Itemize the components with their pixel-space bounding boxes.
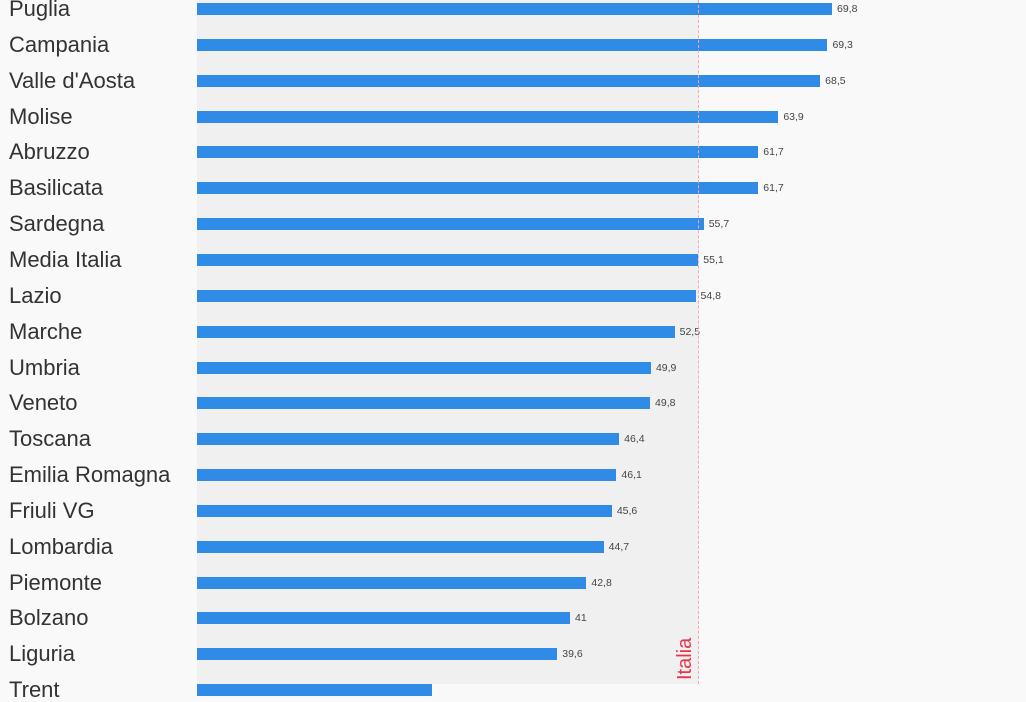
- category-label: Veneto: [9, 390, 78, 416]
- category-label: Basilicata: [9, 175, 104, 201]
- category-label: Molise: [9, 103, 73, 129]
- bar-10: [197, 361, 651, 374]
- bar-7: [197, 253, 699, 266]
- value-label: 61,7: [763, 146, 784, 159]
- value-label: 52,5: [679, 325, 701, 338]
- category-label: Abruzzo: [9, 139, 90, 165]
- italia-reference-label: Italia: [674, 637, 697, 680]
- category-label: Bolzano: [9, 605, 89, 631]
- category-label: Campania: [9, 31, 110, 57]
- bar-3: [197, 110, 779, 123]
- bar-15: [197, 540, 604, 553]
- bar-12: [197, 433, 620, 446]
- bar-0: [197, 3, 832, 15]
- bar-4: [197, 146, 759, 159]
- category-label: Media Italia: [9, 246, 122, 272]
- value-label: 68,5: [825, 74, 846, 87]
- category-label: Marche: [9, 318, 83, 344]
- bar-5: [197, 182, 759, 195]
- category-label: Puglia: [9, 0, 71, 21]
- bar-16: [197, 576, 587, 589]
- value-label: 69,3: [832, 38, 853, 51]
- category-label: Valle d'Aosta: [9, 67, 136, 93]
- category-label: Umbria: [9, 354, 80, 380]
- category-label: Liguria: [9, 641, 76, 667]
- category-label: Lazio: [9, 282, 62, 308]
- bar-9: [197, 325, 675, 338]
- value-label: 61,7: [763, 182, 784, 195]
- value-label: 41: [574, 612, 587, 625]
- value-label: 39,6: [562, 648, 583, 661]
- value-label: 69,8: [837, 3, 858, 15]
- value-label: 54,8: [700, 289, 721, 302]
- category-label: Toscana: [9, 426, 91, 452]
- bar-13: [197, 469, 617, 482]
- category-label: Trent: [9, 677, 60, 702]
- bar-8: [197, 289, 696, 302]
- value-label: 55,1: [703, 253, 724, 266]
- bar-2: [197, 74, 821, 87]
- bar-11: [197, 397, 651, 410]
- value-label: 63,9: [783, 110, 804, 123]
- category-label: Emilia Romagna: [9, 462, 171, 488]
- value-label: 49,8: [655, 397, 676, 410]
- italia-reference-line: [698, 0, 700, 684]
- value-label: 42,8: [591, 576, 612, 589]
- bar-14: [197, 504, 612, 517]
- bar-17: [197, 612, 570, 625]
- bar-6: [197, 218, 704, 231]
- value-label: 55,7: [708, 218, 730, 231]
- bar-18: [197, 648, 558, 661]
- bar-19: [197, 684, 432, 697]
- category-label: Friuli VG: [9, 497, 95, 523]
- bar-1: [197, 38, 828, 51]
- value-label: 46,4: [624, 433, 645, 446]
- value-label: 44,7: [608, 540, 630, 553]
- category-label: Lombardia: [9, 533, 113, 559]
- value-label: 49,9: [655, 361, 677, 374]
- category-label: Sardegna: [9, 211, 105, 237]
- bar-chart: Puglia 69,8 Campania 69,3 Valle d'Aosta 68,5 M…: [9, 0, 858, 701]
- category-label: Piemonte: [9, 569, 102, 595]
- value-label: 46,1: [621, 469, 642, 482]
- value-label: 45,6: [616, 504, 638, 517]
